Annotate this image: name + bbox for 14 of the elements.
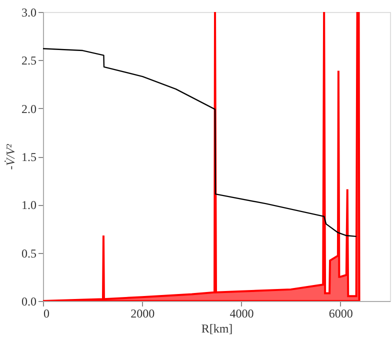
y-tick-label: 0.0 — [22, 294, 36, 308]
line-series — [43, 48, 357, 238]
x-axis-title: R[km] — [201, 322, 233, 336]
x-tick-label: 0 — [44, 306, 50, 320]
y-axis-title: -V̇/V² — [4, 144, 18, 170]
y-tick-label: 0.5 — [22, 246, 36, 260]
y-tick-label: 2.0 — [22, 102, 36, 116]
y-tick-label: 3.0 — [22, 6, 36, 20]
y-tick-label: 2.5 — [22, 54, 36, 68]
x-tick-label: 6000 — [328, 306, 353, 320]
x-tick-label: 4000 — [230, 306, 254, 320]
y-tick-label: 1.0 — [22, 198, 36, 212]
x-tick-label: 2000 — [130, 306, 155, 320]
y-tick-label: 1.5 — [22, 150, 36, 164]
